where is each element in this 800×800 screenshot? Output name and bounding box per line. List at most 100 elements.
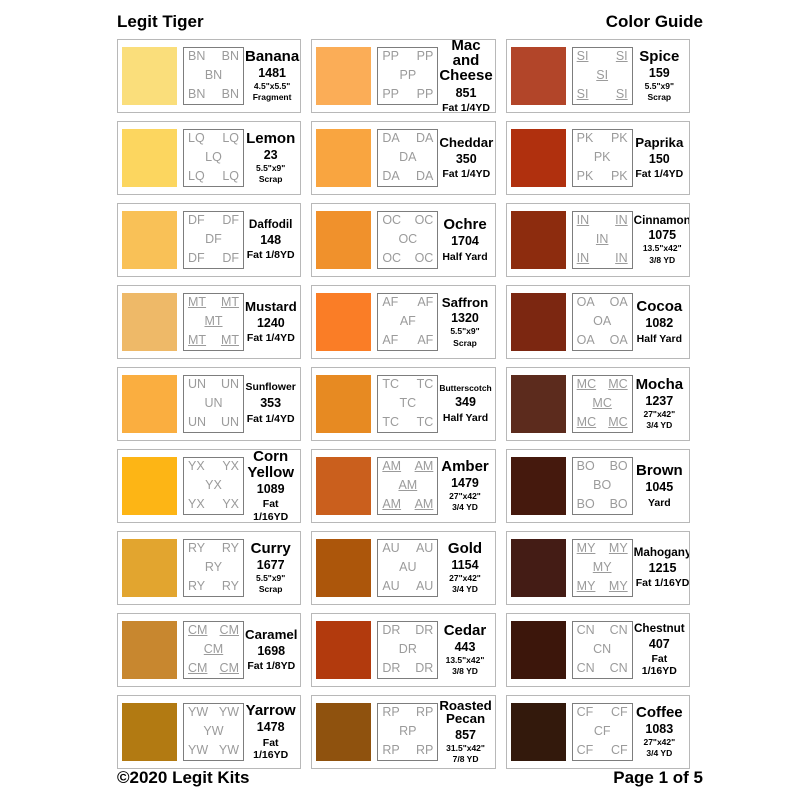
code-row-bottom: AF AF — [382, 333, 434, 348]
code-row-bottom: MT MT — [188, 333, 239, 348]
fabric-swatch — [316, 457, 372, 515]
fabric-info: Mahogany 1215 Fat 1/16YD — [633, 546, 690, 590]
copyright-text: ©2020 Legit Kits — [117, 768, 250, 787]
fabric-number: 159 — [648, 66, 670, 81]
code-box: LQ LQ LQ LQ LQ — [183, 129, 244, 187]
color-card: AM AM AM AM AM Amber 1479 27"x42" 3/4 YD — [311, 449, 496, 523]
fabric-number: 349 — [455, 395, 476, 410]
fabric-code: MC — [576, 415, 597, 430]
fabric-name: Chestnut — [633, 621, 685, 635]
fabric-quantity-line1: 4.5"x5.5" — [253, 80, 291, 91]
fabric-quantity-line1: Fat 1/16YD — [641, 653, 677, 678]
fabric-code: MC — [608, 415, 628, 430]
code-row-middle: MT — [188, 314, 239, 329]
fabric-code: RP — [382, 705, 400, 719]
fabric-number: 1479 — [451, 476, 479, 491]
code-row-top: MC MC — [577, 377, 628, 392]
fabric-name: Curry — [250, 539, 291, 557]
fabric-swatch — [510, 539, 566, 597]
fabric-quantity-line1: 5.5"x9" — [255, 572, 286, 583]
fabric-name: Cedar — [443, 621, 487, 639]
fabric-info: Corn Yellow 1089 Fat 1/16YD — [244, 450, 297, 522]
fabric-code: CN — [576, 623, 595, 637]
code-row-top: IN IN — [577, 213, 628, 228]
color-card: MT MT MT MT MT Mustard 1240 Fat 1/4YD — [117, 285, 302, 359]
fabric-code: AF — [382, 333, 399, 348]
fabric-number: 1082 — [645, 316, 674, 331]
color-card: YX YX YX YX YX Corn Yellow 1089 Fat 1/16… — [117, 449, 302, 523]
fabric-code: PK — [610, 131, 628, 145]
code-row-middle: DA — [382, 150, 433, 165]
code-row-middle: OC — [382, 232, 433, 247]
color-card: AU AU AU AU AU Gold 1154 27"x42" 3/4 YD — [311, 531, 496, 605]
color-card: AF AF AF AF AF Saffron 1320 5.5"x9" Scra… — [311, 285, 496, 359]
code-row-middle: OA — [577, 314, 628, 329]
fabric-swatch — [122, 457, 177, 515]
code-row-top: UN UN — [188, 377, 239, 392]
fabric-quantity-line1: Half Yard — [636, 332, 682, 345]
fabric-quantity-line1: Fat 1/8YD — [247, 660, 296, 672]
fabric-name: Saffron — [441, 294, 489, 310]
fabric-code: BN — [188, 49, 206, 63]
code-row-bottom: BN BN — [188, 87, 239, 102]
fabric-number: 1677 — [256, 558, 285, 573]
fabric-code: TC — [382, 415, 399, 430]
code-row-top: CM CM — [188, 623, 239, 638]
fabric-code: MC — [592, 396, 612, 411]
fabric-quantity-line1: Fat 1/16YD — [635, 577, 690, 590]
code-row-top: AU AU — [382, 541, 433, 556]
fabric-quantity-line2: 3/4 YD — [646, 420, 673, 431]
fabric-code: UN — [204, 396, 223, 411]
fabric-quantity-line1: 27"x42" — [449, 490, 481, 501]
fabric-code: BN — [204, 68, 223, 83]
code-box: AF AF AF AF AF — [377, 293, 439, 351]
pattern-title: Legit Tiger — [117, 12, 204, 31]
fabric-code: BN — [221, 49, 239, 63]
fabric-code: YW — [188, 743, 209, 758]
code-row-bottom: AU AU — [382, 579, 433, 594]
fabric-code: OC — [398, 232, 418, 247]
fabric-code: DF — [188, 213, 205, 227]
fabric-code: SI — [615, 49, 628, 63]
fabric-code: LQ — [188, 131, 205, 145]
fabric-code: DF — [222, 213, 239, 227]
fabric-swatch — [316, 539, 372, 597]
code-box: DA DA DA DA DA — [377, 129, 439, 187]
fabric-code: AM — [414, 497, 434, 512]
fabric-code: BO — [609, 459, 628, 473]
fabric-name: Butterscotch — [439, 383, 492, 394]
fabric-quantity-line1: Fat 1/8YD — [246, 249, 295, 262]
fabric-number: 23 — [263, 148, 278, 163]
code-row-bottom: CN CN — [577, 661, 628, 676]
fabric-code: RP — [415, 705, 434, 719]
fabric-code: BO — [576, 459, 595, 473]
fabric-quantity-line1: 31.5"x42" — [446, 742, 485, 753]
code-row-bottom: PP PP — [382, 87, 433, 102]
code-row-middle: MC — [577, 396, 628, 411]
code-box: BN BN BN BN BN — [183, 47, 244, 105]
fabric-quantity-line1: 27"x42" — [643, 736, 676, 747]
fabric-code: AF — [417, 333, 434, 348]
fabric-code: AM — [414, 459, 434, 473]
code-box: CF CF CF CF CF — [571, 703, 633, 761]
fabric-code: CM — [203, 642, 224, 657]
fabric-code: DA — [415, 169, 434, 184]
fabric-code: OA — [609, 295, 628, 309]
code-row-bottom: AM AM — [382, 497, 434, 512]
code-row-bottom: SI SI — [577, 87, 628, 102]
fabric-swatch — [316, 375, 372, 433]
fabric-code: CM — [219, 623, 239, 637]
code-row-bottom: LQ LQ — [188, 169, 239, 184]
code-row-middle: YW — [188, 724, 239, 739]
fabric-quantity-line2: 3/4 YD — [646, 748, 673, 759]
fabric-code: RP — [382, 743, 400, 758]
code-box: AM AM AM AM AM — [377, 457, 439, 515]
code-box: IN IN IN IN IN — [571, 211, 633, 269]
fabric-info: Cedar 443 13.5"x42" 3/8 YD — [438, 623, 491, 677]
color-card-grid: BN BN BN BN BN Banana 1481 4.5"x5.5" Fra… — [117, 39, 690, 769]
fabric-code: PP — [416, 49, 434, 63]
code-row-bottom: PK PK — [577, 169, 628, 184]
color-card: CF CF CF CF CF Coffee 1083 27"x42" 3/4 Y… — [505, 695, 690, 769]
fabric-code: PK — [576, 131, 594, 145]
fabric-swatch — [510, 129, 566, 187]
